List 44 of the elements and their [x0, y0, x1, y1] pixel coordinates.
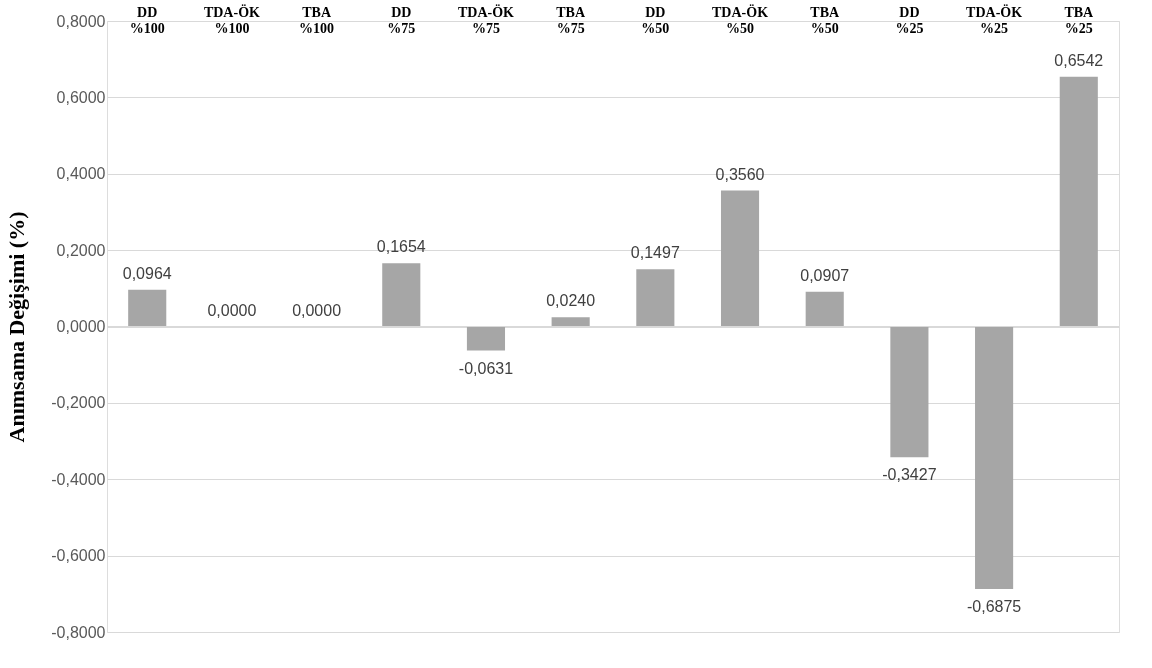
y-tick-label: -0,8000 [51, 623, 106, 641]
x-tick-label: DD %100 [129, 4, 165, 36]
bar [720, 190, 760, 327]
x-tick-label: TBA %75 [556, 4, 586, 36]
data-label: 0,0240 [546, 292, 596, 310]
bar [805, 291, 844, 327]
y-tick-label: 0,0000 [56, 318, 106, 335]
data-label: 0,1654 [376, 238, 426, 256]
bar [1059, 76, 1098, 327]
data-label: 0,0000 [207, 301, 257, 319]
y-tick-label: -0,6000 [51, 547, 106, 565]
bar [551, 317, 590, 327]
x-tick-label: TDA-ÖK %100 [203, 3, 261, 36]
y-tick-label: -0,4000 [51, 470, 106, 488]
data-label: -0,6875 [966, 598, 1022, 616]
data-label: 0,3560 [715, 165, 765, 183]
y-tick-label: 0,6000 [56, 88, 106, 106]
data-label: 0,1497 [630, 244, 680, 262]
x-tick-label: TDA-ÖK %75 [457, 3, 515, 36]
data-label: 0,0907 [800, 266, 850, 284]
data-label: -0,3427 [882, 466, 937, 484]
x-tick-label: TDA-ÖK %50 [712, 3, 769, 36]
x-tick-label: DD %50 [641, 4, 670, 36]
bar [890, 326, 929, 458]
bar [382, 263, 421, 327]
x-tick-label: TBA %100 [299, 4, 335, 36]
y-tick-label: 0,8000 [56, 12, 106, 30]
data-label: 0,0964 [122, 264, 172, 282]
data-label: 0,6542 [1054, 51, 1104, 69]
bar [128, 289, 167, 327]
x-tick-label: DD %75 [387, 4, 416, 36]
bar [636, 269, 675, 327]
bar [975, 326, 1014, 590]
data-label: 0,0000 [292, 301, 342, 319]
y-tick-label: -0,2000 [51, 394, 106, 412]
y-tick-label: 0,4000 [56, 165, 106, 183]
x-tick-label: TDA-ÖK %25 [966, 3, 1023, 36]
x-tick-label: DD %25 [895, 4, 924, 36]
y-axis-title: Anımsama Değişimi (%) [4, 211, 30, 443]
x-tick-label: TBA %25 [1064, 4, 1095, 36]
x-tick-label: TBA %50 [810, 4, 840, 36]
data-label: -0,0631 [458, 359, 514, 377]
bar [466, 326, 506, 351]
y-tick-label: 0,2000 [56, 241, 106, 259]
